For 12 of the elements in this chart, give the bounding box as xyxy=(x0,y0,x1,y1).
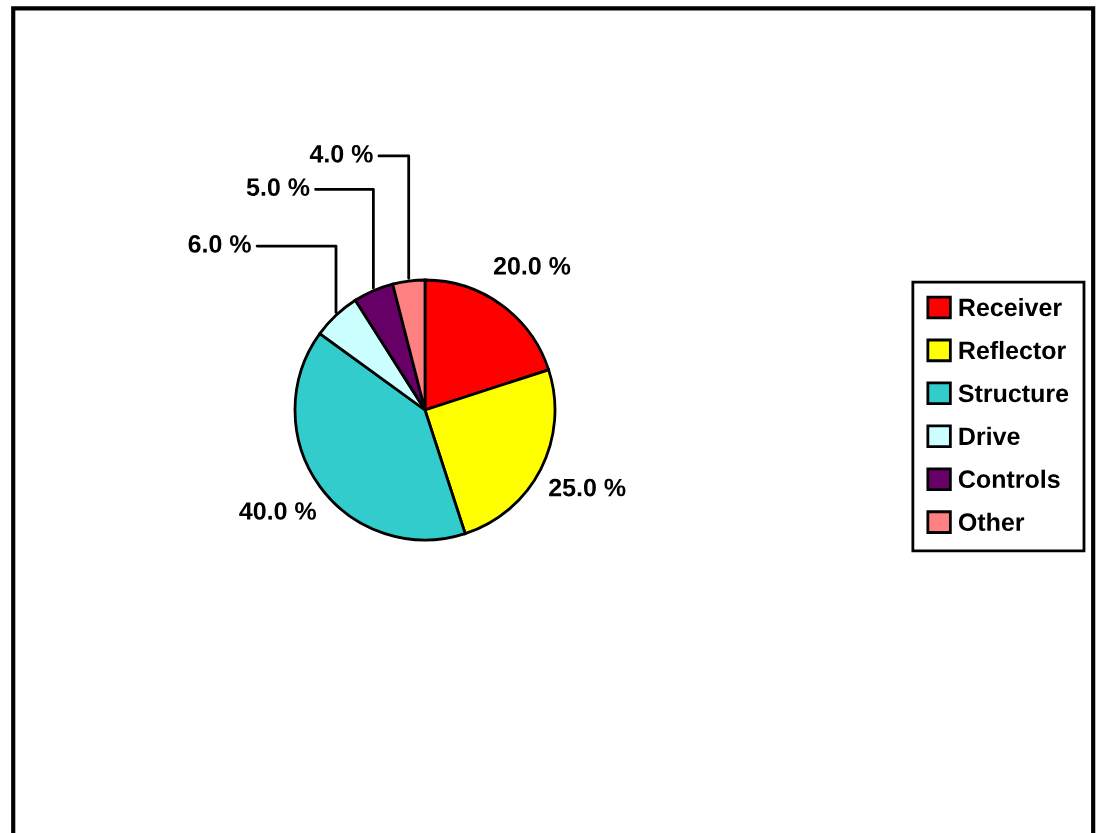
data-label: 5.0 % xyxy=(246,178,310,196)
legend-label: Reflector xyxy=(959,340,1066,360)
data-label: 4.0 % xyxy=(309,144,373,163)
data-label: 20.0 % xyxy=(493,257,571,275)
legend-label: Receiver xyxy=(959,297,1062,317)
legend-label: Controls xyxy=(958,469,1060,489)
data-label: 6.0 % xyxy=(188,235,251,253)
data-label: 40.0 % xyxy=(239,502,317,520)
legend-label: Drive xyxy=(959,426,1020,446)
legend-label: Other xyxy=(958,512,1025,531)
legend-label: Structure xyxy=(958,384,1069,403)
data-label: 25.0 % xyxy=(549,478,626,497)
